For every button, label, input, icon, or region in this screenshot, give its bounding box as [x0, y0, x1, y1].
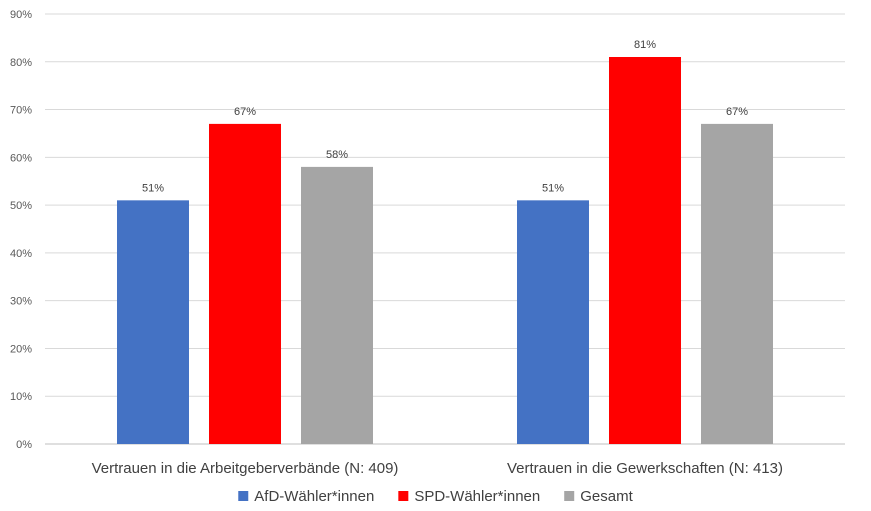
- data-label: 58%: [326, 149, 348, 161]
- y-tick-label: 10%: [10, 391, 32, 403]
- y-tick-label: 0%: [16, 439, 32, 451]
- y-tick-label: 40%: [10, 248, 32, 260]
- legend-swatch: [398, 491, 409, 501]
- legend-swatch: [564, 491, 575, 501]
- y-tick-label: 90%: [10, 9, 32, 21]
- bar-spd: [609, 57, 681, 444]
- bar-gesamt: [301, 166, 373, 444]
- y-tick-label: 20%: [10, 343, 32, 355]
- data-label: 67%: [234, 106, 256, 118]
- legend-label: AfD-Wähler*innen: [254, 488, 374, 505]
- bar-gesamt: [701, 123, 773, 444]
- legend-label: SPD-Wähler*innen: [414, 488, 540, 505]
- data-label: 51%: [142, 182, 164, 194]
- legend-label: Gesamt: [580, 488, 633, 505]
- category-label: Vertrauen in die Gewerkschaften (N: 413): [507, 460, 783, 477]
- y-tick-label: 60%: [10, 152, 32, 164]
- bar-afd: [117, 200, 189, 444]
- data-labels: 51% 67% 58% 51% 81% 67%: [142, 39, 748, 194]
- y-tick-label: 50%: [10, 200, 32, 212]
- bars: [117, 57, 773, 444]
- x-axis-categories: Vertrauen in die Arbeitgeberverbände (N:…: [92, 460, 783, 477]
- data-label: 81%: [634, 39, 656, 51]
- y-axis-ticks: 0% 10% 20% 30% 40% 50% 60% 70% 80% 90%: [10, 9, 32, 451]
- y-tick-label: 80%: [10, 57, 32, 69]
- data-label: 67%: [726, 106, 748, 118]
- y-tick-label: 70%: [10, 105, 32, 117]
- bar-spd: [209, 123, 281, 444]
- legend-swatch: [238, 491, 249, 501]
- data-label: 51%: [542, 182, 564, 194]
- bar-afd: [517, 200, 589, 444]
- legend: AfD-Wähler*innen SPD-Wähler*innen Gesamt: [238, 488, 634, 505]
- category-label: Vertrauen in die Arbeitgeberverbände (N:…: [92, 460, 399, 477]
- y-tick-label: 30%: [10, 296, 32, 308]
